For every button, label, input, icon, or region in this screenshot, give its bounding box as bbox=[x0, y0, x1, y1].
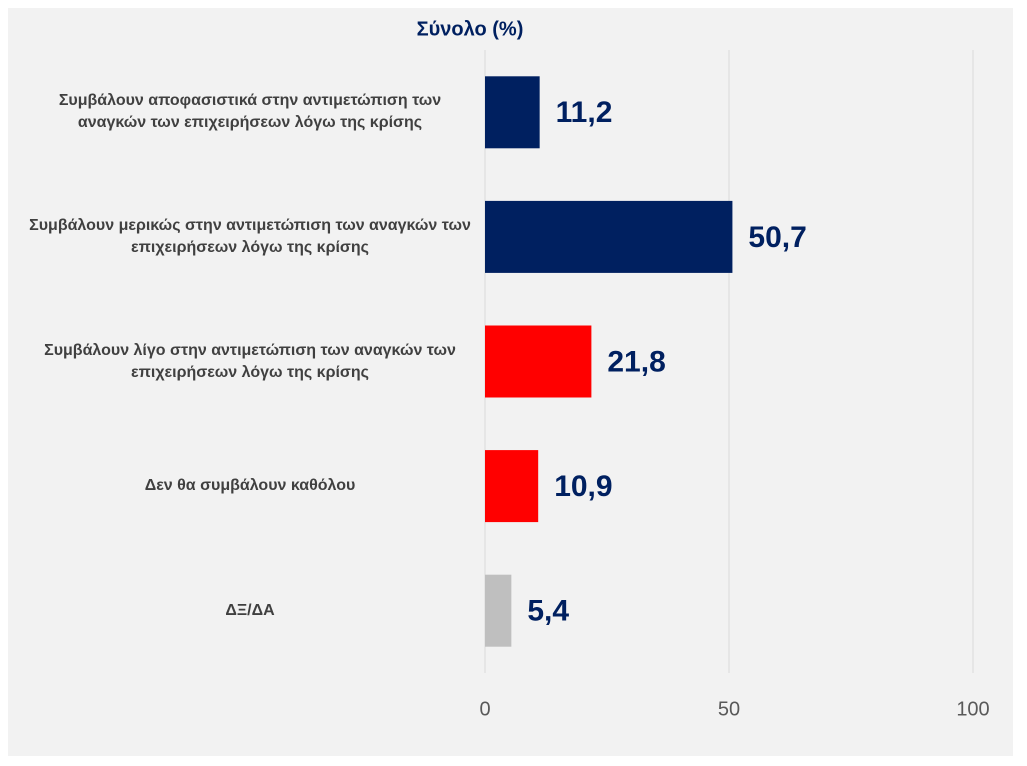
chart-title: Σύνολο (%) bbox=[417, 18, 524, 40]
value-label: 5,4 bbox=[527, 595, 569, 628]
category-label: ΔΞ/ΔΑ bbox=[225, 601, 275, 619]
category-label: Δεν θα συμβάλουν καθόλου bbox=[144, 477, 356, 495]
x-tick-label: 50 bbox=[718, 698, 740, 720]
bar bbox=[485, 325, 592, 398]
x-tick-label: 100 bbox=[956, 698, 989, 720]
x-tick-label: 0 bbox=[479, 698, 490, 720]
value-label: 10,9 bbox=[554, 470, 612, 503]
category-label: Συμβάλουν αποφασιστικά στην αντιμετώπιση… bbox=[58, 92, 442, 132]
value-label: 50,7 bbox=[748, 221, 806, 254]
category-label: Συμβάλουν μερικώς στην αντιμετώπιση των … bbox=[29, 216, 471, 256]
bar bbox=[485, 76, 540, 149]
bar bbox=[485, 200, 733, 273]
value-label: 21,8 bbox=[607, 345, 665, 378]
category-label: Συμβάλουν λίγο στην αντιμετώπιση των ανα… bbox=[44, 341, 456, 381]
bar bbox=[485, 574, 512, 647]
bar bbox=[485, 450, 539, 523]
value-label: 11,2 bbox=[556, 96, 613, 129]
